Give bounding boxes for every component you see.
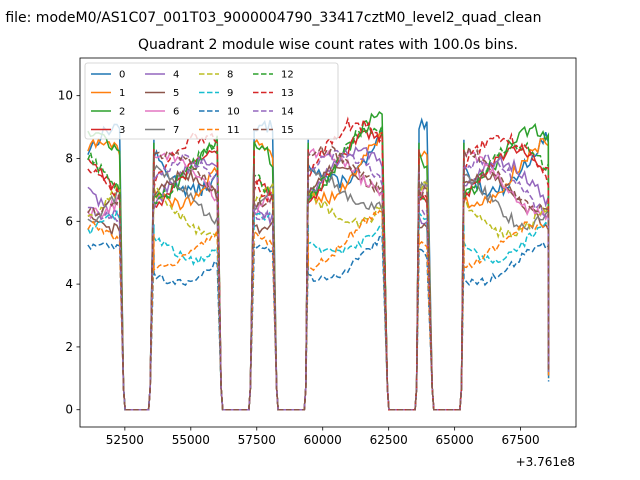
x-tick-label-6: 67500 [502, 433, 540, 447]
series-9-line [87, 209, 550, 411]
legend-label-7: 7 [173, 125, 179, 136]
series-3-line [87, 127, 550, 411]
series-6-line [87, 147, 550, 411]
legend-label-8: 8 [227, 70, 233, 81]
legend-box [84, 62, 339, 140]
legend-label-3: 3 [119, 125, 125, 136]
chart-suptitle: n file: modeM0/AS1C07_001T03_9000004790_… [0, 10, 541, 26]
x-offset-label: +3.761e8 [516, 455, 575, 469]
series-14-line [87, 149, 550, 411]
legend-label-5: 5 [173, 88, 179, 99]
y-tick-label-5: 10 [58, 89, 73, 103]
plot-area [79, 57, 577, 428]
y-tick-label-2: 4 [65, 277, 73, 291]
legend-label-1: 1 [119, 88, 125, 99]
x-tick-label-1: 55000 [172, 433, 210, 447]
series-12-line [87, 124, 550, 411]
legend-label-6: 6 [173, 107, 179, 118]
series-7-line [87, 164, 550, 411]
chart-title: Quadrant 2 module wise count rates with … [138, 37, 518, 53]
legend-label-0: 0 [119, 70, 125, 81]
y-tick-label-1: 2 [65, 340, 73, 354]
legend-label-14: 14 [281, 107, 294, 118]
legend-label-4: 4 [173, 70, 179, 81]
x-tick-label-5: 65000 [436, 433, 474, 447]
legend-label-2: 2 [119, 107, 125, 118]
legend-label-9: 9 [227, 88, 233, 99]
legend-label-12: 12 [281, 70, 294, 81]
x-tick-label-3: 60000 [304, 433, 342, 447]
legend-label-11: 11 [227, 125, 240, 136]
y-tick-label-4: 8 [65, 151, 73, 165]
y-axis: 0 2 4 6 8 10 [58, 89, 80, 417]
plot-frame [79, 57, 577, 428]
series-15-line [87, 143, 550, 411]
legend-label-15: 15 [281, 125, 294, 136]
series-8-line [87, 180, 550, 411]
legend-label-10: 10 [227, 107, 240, 118]
series-5-line [87, 163, 550, 411]
x-axis: 52500 55000 57500 60000 62500 65000 67500 [106, 427, 540, 447]
y-tick-label-3: 6 [65, 214, 73, 228]
x-tick-label-4: 62500 [370, 433, 408, 447]
legend-label-13: 13 [281, 88, 294, 99]
series-13-line [87, 116, 550, 411]
series-11-line [87, 209, 550, 411]
y-tick-label-0: 0 [65, 403, 73, 417]
x-tick-label-0: 52500 [106, 433, 144, 447]
series-10-line [87, 234, 550, 411]
x-tick-label-2: 57500 [238, 433, 276, 447]
